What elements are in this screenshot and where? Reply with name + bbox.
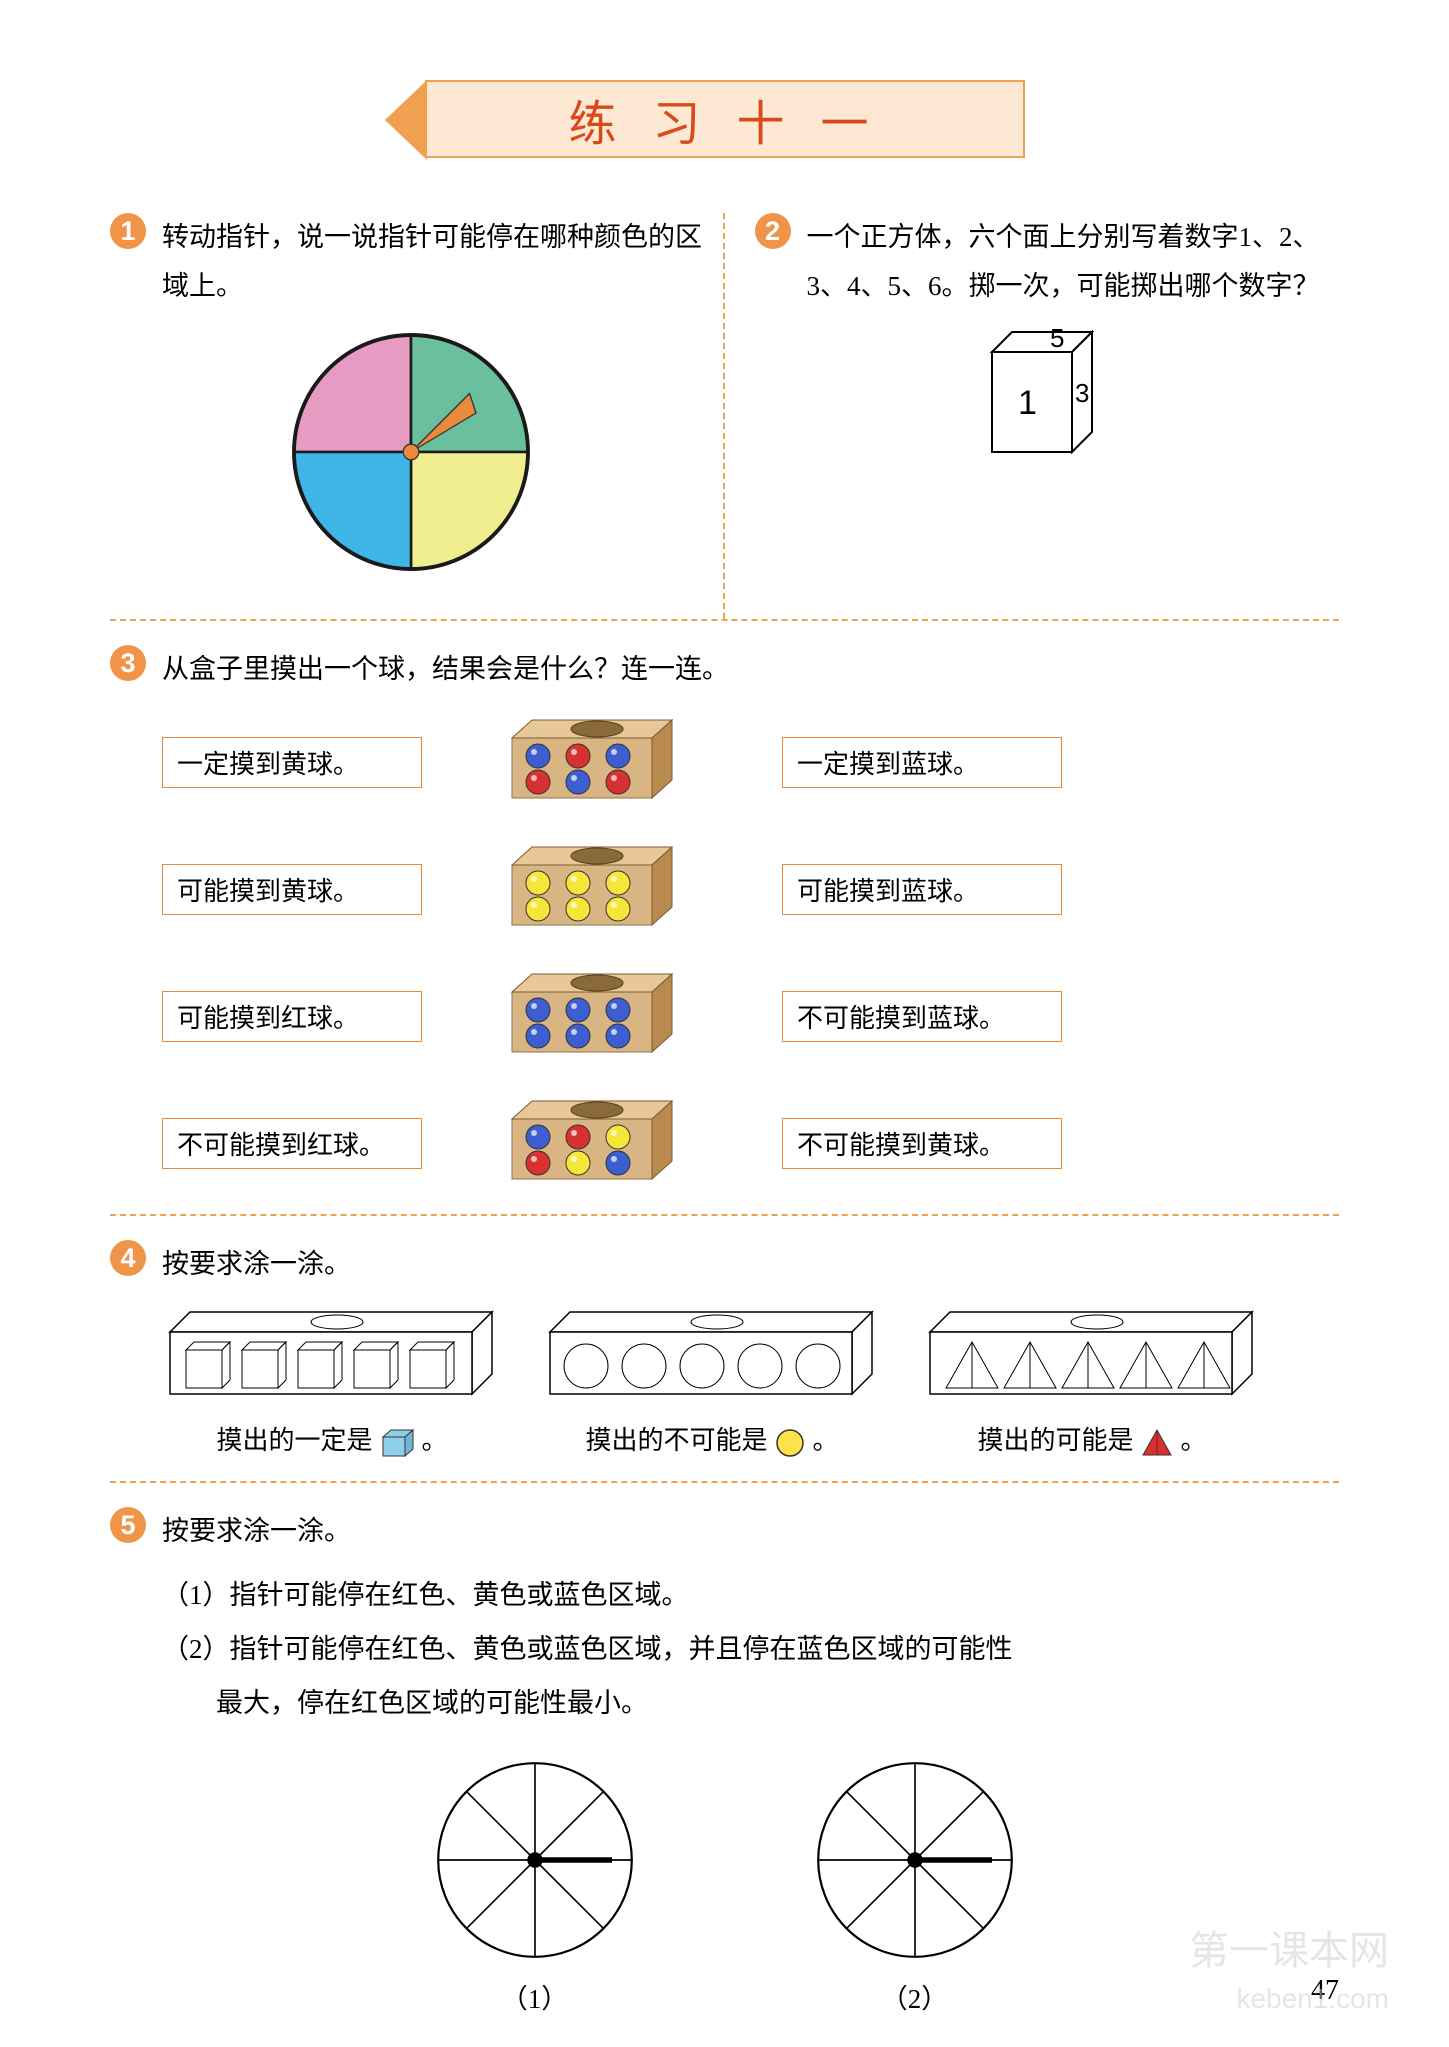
q3-right-opt-1: 可能摸到蓝球。 xyxy=(782,864,1062,915)
q5-sub2a: （2）指针可能停在红色、黄色或蓝色区域，并且停在蓝色区域的可能性 xyxy=(162,1622,1339,1676)
q5-block: 5 按要求涂一涂。 （1）指针可能停在红色、黄色或蓝色区域。 （2）指针可能停在… xyxy=(110,1483,1339,2038)
title-text: 练 习 十 一 xyxy=(568,84,880,154)
q5-spinner-1 xyxy=(425,1750,645,1970)
q5-text: 按要求涂一涂。 xyxy=(162,1507,351,1556)
q2-number: 2 xyxy=(755,213,791,249)
watermark: 第一课本网 keben1.com xyxy=(1189,1929,1389,2017)
q4-label-2: 摸出的不可能是 。 xyxy=(542,1420,882,1459)
q3-box-2 xyxy=(502,968,702,1065)
q3-left-opt-2: 可能摸到红球。 xyxy=(162,991,422,1042)
q5-sub2b: 最大，停在红色区域的可能性最小。 xyxy=(216,1676,1339,1730)
q1-spinner xyxy=(281,322,541,582)
q3-text: 从盒子里摸出一个球，结果会是什么？连一连。 xyxy=(162,645,729,694)
q1-block: 1 转动指针，说一说指针可能停在哪种颜色的区域上。 xyxy=(110,213,725,619)
q3-number: 3 xyxy=(110,645,146,681)
q3-block: 3 从盒子里摸出一个球，结果会是什么？连一连。 一定摸到黄球。一定摸到蓝球。可能… xyxy=(110,621,1339,1216)
q4-label-1: 摸出的一定是 。 xyxy=(162,1420,502,1459)
q5-spinner-2-label: （2） xyxy=(805,1977,1025,2016)
q3-left-opt-1: 可能摸到黄球。 xyxy=(162,864,422,915)
cube-front-num: 1 xyxy=(1018,384,1037,422)
q4-box-pyramids xyxy=(922,1304,1262,1404)
q3-box-1 xyxy=(502,841,702,938)
q3-box-3 xyxy=(502,1095,702,1192)
cube-side-num: 3 xyxy=(1075,378,1089,408)
q1-number: 1 xyxy=(110,213,146,249)
q5-spinner-1-label: （1） xyxy=(425,1977,645,2016)
pyramid-icon xyxy=(1140,1427,1174,1459)
q1-q2-row: 1 转动指针，说一说指针可能停在哪种颜色的区域上。 2 一个正方体，六个面上分别… xyxy=(110,213,1339,621)
q4-label-3-text: 摸出的可能是 xyxy=(977,1426,1133,1455)
q3-grid: 一定摸到黄球。一定摸到蓝球。可能摸到黄球。可能摸到蓝球。可能摸到红球。不可能摸到… xyxy=(162,714,1339,1192)
title-banner: 练 习 十 一 xyxy=(425,80,1025,158)
q5-number: 5 xyxy=(110,1507,146,1543)
q2-block: 2 一个正方体，六个面上分别写着数字1、2、3、4、5、6。掷一次，可能掷出哪个… xyxy=(725,213,1340,619)
q4-label-row: 摸出的一定是 。 摸出的不可能是 。 摸出的可能是 。 xyxy=(162,1420,1339,1459)
q3-left-opt-3: 不可能摸到红球。 xyxy=(162,1118,422,1169)
cube-icon xyxy=(379,1427,415,1459)
q4-number: 4 xyxy=(110,1240,146,1276)
q4-block: 4 按要求涂一涂。 摸出的一定是 。 摸出的不可能是 。 摸出的可能是 xyxy=(110,1216,1339,1484)
q4-label-3: 摸出的可能是 。 xyxy=(922,1420,1262,1459)
q5-sub1: （1）指针可能停在红色、黄色或蓝色区域。 xyxy=(162,1568,1339,1622)
q4-box-circles xyxy=(542,1304,882,1404)
q5-spinner-2 xyxy=(805,1750,1025,1970)
q4-label-1-text: 摸出的一定是 xyxy=(216,1426,372,1455)
q1-text: 转动指针，说一说指针可能停在哪种颜色的区域上。 xyxy=(162,213,713,310)
q3-right-opt-3: 不可能摸到黄球。 xyxy=(782,1118,1062,1169)
q4-text: 按要求涂一涂。 xyxy=(162,1240,351,1289)
q3-right-opt-0: 一定摸到蓝球。 xyxy=(782,737,1062,788)
q3-left-opt-0: 一定摸到黄球。 xyxy=(162,737,422,788)
q2-cube: 5 1 3 xyxy=(962,322,1122,472)
q2-text: 一个正方体，六个面上分别写着数字1、2、3、4、5、6。掷一次，可能掷出哪个数字… xyxy=(807,213,1330,310)
q4-box-cubes xyxy=(162,1304,502,1404)
q5-spinners: （1） （2） xyxy=(110,1750,1339,2016)
q4-boxes-row xyxy=(162,1304,1339,1404)
cube-top-num: 5 xyxy=(1050,323,1064,353)
q3-box-0 xyxy=(502,714,702,811)
q4-label-2-text: 摸出的不可能是 xyxy=(585,1426,767,1455)
q3-right-opt-2: 不可能摸到蓝球。 xyxy=(782,991,1062,1042)
circle-icon xyxy=(774,1427,806,1459)
